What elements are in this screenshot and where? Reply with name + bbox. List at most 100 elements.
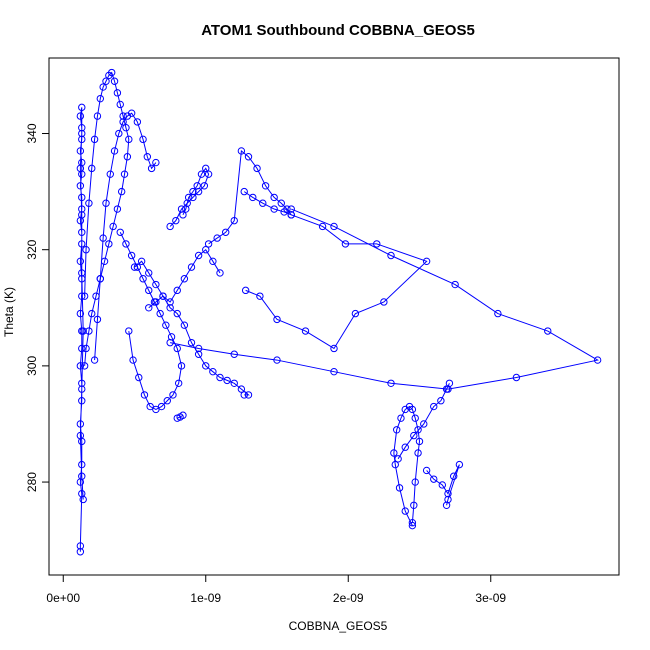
data-point xyxy=(341,240,350,248)
data-point xyxy=(410,501,418,509)
data-point xyxy=(152,158,160,167)
data-point xyxy=(78,124,86,132)
data-series xyxy=(166,205,602,393)
data-point xyxy=(76,147,85,155)
data-point xyxy=(411,414,419,422)
data-point xyxy=(96,94,105,103)
data-point xyxy=(139,135,147,144)
series-line xyxy=(208,149,293,245)
data-series xyxy=(204,147,295,248)
data-point xyxy=(115,129,123,138)
series-line xyxy=(170,208,599,390)
data-point xyxy=(79,495,87,504)
y-axis-label: Theta (K) xyxy=(2,287,16,337)
data-point xyxy=(80,292,89,300)
data-point xyxy=(113,89,122,97)
data-point xyxy=(270,205,278,213)
series-line xyxy=(245,214,428,350)
data-point xyxy=(96,275,105,283)
data-point xyxy=(173,344,181,353)
data-point xyxy=(76,548,85,556)
data-point xyxy=(512,373,521,382)
data-point xyxy=(180,275,189,283)
data-point xyxy=(116,228,124,236)
data-point xyxy=(125,327,133,335)
data-point xyxy=(237,147,246,155)
data-point xyxy=(146,402,154,411)
data-point xyxy=(244,153,253,161)
data-point xyxy=(108,68,116,77)
data-point xyxy=(166,298,174,306)
data-point xyxy=(253,164,261,173)
data-point xyxy=(76,431,85,440)
data-point xyxy=(88,309,96,318)
data-point xyxy=(422,466,431,475)
data-point xyxy=(241,286,250,295)
data-series xyxy=(90,109,160,364)
data-point xyxy=(420,420,428,428)
data-point xyxy=(209,257,217,266)
data-point xyxy=(78,344,86,353)
data-point xyxy=(99,83,107,91)
data-point xyxy=(442,385,451,393)
series-line xyxy=(397,383,450,460)
data-point xyxy=(145,304,153,312)
data-point xyxy=(78,103,86,112)
data-point xyxy=(202,246,210,254)
data-point xyxy=(90,356,99,364)
data-point xyxy=(451,280,459,289)
data-point xyxy=(127,251,136,260)
data-point xyxy=(187,263,196,271)
data-point xyxy=(76,362,85,370)
data-point xyxy=(93,112,102,120)
data-point xyxy=(78,135,86,144)
x-axis-label: COBBNA_GEOS5 xyxy=(289,619,388,633)
data-series xyxy=(173,411,187,422)
plot-frame xyxy=(48,57,620,576)
data-point xyxy=(223,376,231,385)
chart-title: ATOM1 Southbound COBBNA_GEOS5 xyxy=(201,22,475,39)
data-point xyxy=(145,269,153,277)
data-point xyxy=(119,112,127,120)
data-point xyxy=(415,437,424,446)
x-tick-label: 1e-09 xyxy=(190,591,221,605)
data-series xyxy=(130,246,224,306)
data-point xyxy=(437,397,445,405)
data-point xyxy=(85,327,93,335)
data-point xyxy=(287,211,295,219)
data-point xyxy=(88,164,96,173)
data-point xyxy=(387,379,395,387)
data-point xyxy=(130,263,139,271)
data-point xyxy=(145,286,153,295)
data-point xyxy=(202,362,210,370)
data-point xyxy=(200,182,209,190)
data-point xyxy=(78,397,86,405)
data-point xyxy=(152,280,160,289)
data-point xyxy=(82,246,90,254)
data-point xyxy=(240,187,248,196)
data-point xyxy=(256,292,264,300)
data-point xyxy=(78,228,86,236)
data-point xyxy=(78,460,86,469)
plot-area xyxy=(76,68,602,556)
data-point xyxy=(129,356,137,364)
data-point xyxy=(330,344,338,353)
series-line xyxy=(393,405,421,526)
data-point xyxy=(123,153,132,161)
data-series xyxy=(166,164,213,231)
data-point xyxy=(76,420,85,428)
data-point xyxy=(76,309,85,318)
data-point xyxy=(76,257,85,266)
data-point xyxy=(80,362,89,370)
data-point xyxy=(455,460,464,469)
data-point xyxy=(249,193,257,202)
data-point xyxy=(78,205,86,213)
data-point xyxy=(163,397,171,405)
data-point xyxy=(139,275,147,283)
series-line xyxy=(426,464,460,506)
data-point xyxy=(173,309,181,318)
data-point xyxy=(152,298,160,306)
data-point xyxy=(78,472,86,480)
data-point xyxy=(209,367,217,376)
